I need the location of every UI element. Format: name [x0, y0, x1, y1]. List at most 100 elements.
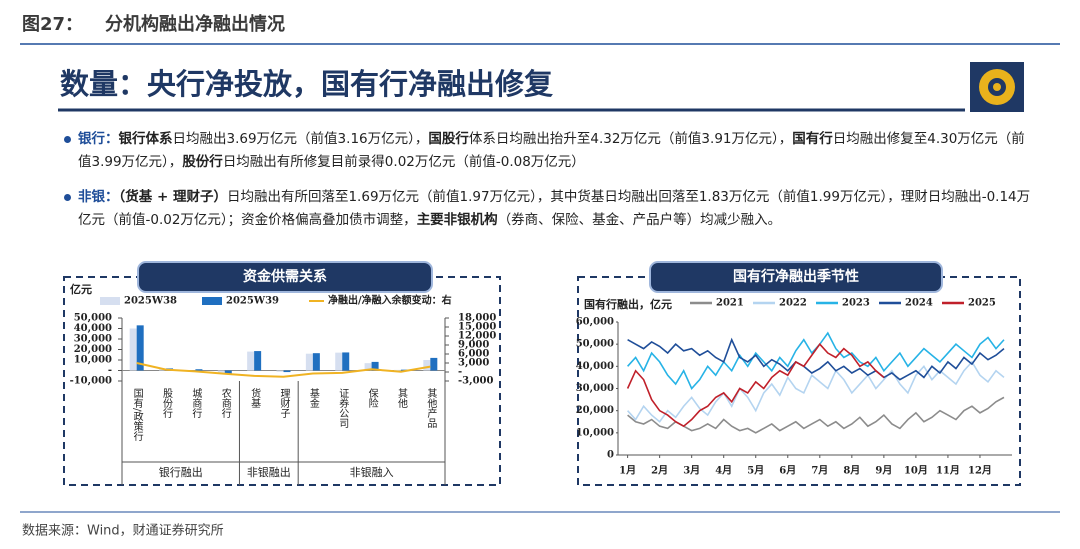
line	[627, 331, 1005, 390]
y2-tick-label: -3,000	[458, 376, 494, 387]
group-label: 银行融出	[159, 465, 203, 479]
logo	[970, 62, 1024, 112]
bullet-text: 主要非银机构	[416, 212, 498, 228]
y2-tick-label: 3,000	[458, 358, 489, 369]
bar	[312, 353, 320, 371]
x-tick-label: 6月	[779, 465, 796, 477]
bullet-text: 日均融出有所修复目前录得0.02万亿元（前值-0.08万亿元）	[222, 154, 585, 170]
group-label: 非银融出	[247, 465, 291, 479]
line	[626, 342, 885, 428]
x-tick-label: 国有/政策行	[131, 388, 143, 442]
bar	[342, 352, 350, 371]
figure-title: 分机构融出净融出情况	[105, 13, 285, 35]
bar	[364, 363, 372, 371]
group-label: 非银融入	[350, 465, 394, 479]
x-tick-label: 城商行	[190, 388, 202, 419]
y-tick-label: 10,000	[74, 355, 112, 366]
x-tick-label: 农商行	[219, 387, 231, 419]
y-tick-label: 0	[607, 450, 614, 461]
bullet-text: 体系日均融出抬升至4.32万亿元（前值3.91万亿元），	[468, 131, 793, 147]
bullet-text: （货基 + 理财子）	[118, 189, 227, 205]
line	[136, 362, 431, 378]
x-tick-label: 12月	[968, 465, 992, 477]
bar	[335, 352, 343, 371]
chart-title: 资金供需关系	[243, 268, 327, 285]
y-tick-label: -	[108, 365, 112, 376]
legend-label: 2025W39	[226, 296, 279, 307]
bar	[371, 361, 379, 371]
figure-label: 图27：	[22, 14, 83, 35]
y-tick-label: -10,000	[70, 376, 112, 387]
x-tick-label: 基金	[307, 387, 319, 408]
y-tick-label: 40,000	[74, 323, 112, 334]
right-title-pill	[649, 261, 943, 293]
bullet-text: 国股行	[428, 131, 469, 147]
x-tick-label: 其他产品	[425, 388, 437, 429]
bullets: 银行：银行体系日均融出3.69万亿元（前值3.16万亿元），国股行体系日均融出抬…	[62, 128, 1037, 244]
legend-label: 2024	[905, 298, 933, 309]
bar	[423, 360, 431, 371]
legend-swatch	[202, 297, 222, 305]
y2-tick-label: 15,000	[458, 322, 496, 333]
bullet-text: 非银：	[78, 189, 119, 205]
bar	[224, 370, 232, 374]
bullet-text: 银行：	[78, 131, 119, 147]
y-tick-label: 20,000	[74, 344, 112, 355]
legend-label: 2023	[842, 298, 870, 309]
x-tick-label: 保险	[366, 387, 378, 409]
bullet: 银行：银行体系日均融出3.69万亿元（前值3.16万亿元），国股行体系日均融出抬…	[62, 128, 1037, 174]
legend-label: 2022	[779, 298, 807, 309]
y-tick-label: 20,000	[576, 405, 614, 416]
bullet: 非银：（货基 + 理财子）日均融出有所回落至1.69万亿元（前值1.97万亿元）…	[62, 186, 1037, 232]
x-tick-label: 货基	[249, 387, 261, 408]
y2-tick-label: 12,000	[458, 331, 496, 342]
source: 数据来源：Wind，财通证券研究所	[22, 523, 224, 539]
left-title-pill	[137, 261, 433, 293]
y-axis-label: 国有行融出，亿元	[584, 297, 672, 311]
bar	[129, 328, 137, 371]
line	[627, 396, 1005, 434]
line	[627, 337, 1005, 381]
bar	[305, 353, 313, 371]
y2-tick-label: 6,000	[458, 349, 489, 360]
left-panel	[63, 276, 501, 486]
x-tick-label: 2月	[651, 465, 668, 477]
bar	[247, 351, 255, 371]
x-tick-label: 7月	[811, 465, 828, 477]
bar	[136, 325, 144, 371]
legend-swatch	[100, 297, 120, 305]
chart-title: 国有行净融出季节性	[733, 268, 859, 285]
x-tick-label: 证券公司	[337, 388, 349, 428]
x-tick-label: 9月	[875, 465, 892, 477]
bar	[254, 351, 262, 371]
x-tick-label: 10月	[904, 465, 928, 477]
x-tick-label: 4月	[715, 465, 732, 477]
y-axis-label: 亿元	[70, 282, 92, 296]
y-tick-label: 10,000	[576, 427, 614, 438]
y2-tick-label: 18,000	[458, 313, 496, 324]
bullet-text: （券商、保险、基金、产品户等）均减少融入。	[497, 212, 782, 228]
y-tick-label: 30,000	[74, 334, 112, 345]
legend-label: 净融出/净融入余额变动：右	[328, 294, 452, 307]
bar	[217, 370, 225, 374]
y-tick-label: 60,000	[576, 317, 614, 328]
headline: 数量：央行净投放，国有行净融出修复	[60, 67, 553, 101]
y-tick-label: 30,000	[576, 383, 614, 394]
bullet-text: 日均融出修复至4.30万亿元（前值3.99万亿元），	[78, 131, 1025, 170]
y2-tick-label: 9,000	[458, 340, 489, 351]
y-tick-label: 50,000	[576, 339, 614, 350]
bar	[195, 369, 203, 371]
x-tick-label: 其他	[395, 388, 407, 409]
y-tick-label: 50,000	[74, 313, 112, 324]
bar	[283, 370, 291, 373]
x-tick-label: 3月	[683, 465, 700, 477]
legend-label: 2025W38	[124, 296, 177, 307]
bullet-text: 日均融出3.69万亿元（前值3.16万亿元），	[172, 131, 429, 147]
bullet-text: 股份行	[182, 154, 223, 170]
y-tick-label: 40,000	[576, 361, 614, 372]
legend-label: 2021	[716, 298, 744, 309]
y2-tick-label: -	[458, 367, 462, 378]
bullet-text: 日均融出有所回落至1.69万亿元（前值1.97万亿元），其中货基日均融出回落至1…	[78, 189, 1031, 228]
